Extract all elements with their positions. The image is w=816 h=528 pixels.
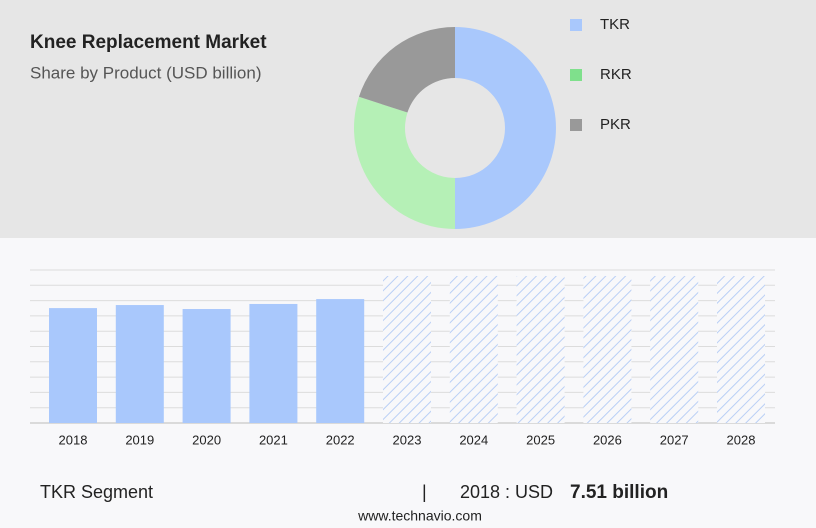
bar (49, 308, 97, 423)
legend-swatch (570, 69, 582, 81)
x-tick-label: 2019 (125, 432, 154, 447)
bar (182, 309, 231, 423)
x-tick-label: 2023 (393, 432, 422, 447)
donut-slice (455, 27, 556, 229)
forecast-placeholder (383, 276, 431, 423)
x-tick-label: 2018 (59, 432, 88, 447)
x-tick-label: 2026 (593, 432, 622, 447)
footer-amount: 7.51 billion (570, 482, 668, 503)
x-tick-label: 2020 (192, 432, 221, 447)
footer-segment: TKR Segment (40, 482, 153, 502)
bar (249, 303, 298, 423)
legend-label: RKR (600, 66, 632, 83)
forecast-placeholder (717, 276, 765, 423)
x-tick-label: 2021 (259, 432, 288, 447)
bar (115, 305, 164, 423)
donut-slice (358, 27, 455, 113)
forecast-placeholder (516, 276, 565, 423)
chart-title: Knee Replacement Market (30, 32, 267, 53)
forecast-placeholder (650, 276, 699, 423)
x-tick-label: 2022 (326, 432, 355, 447)
legend-swatch (570, 119, 582, 131)
footer-separator: | (422, 482, 427, 502)
x-tick-label: 2025 (526, 432, 555, 447)
bar (316, 299, 365, 423)
legend-label: TKR (600, 16, 630, 33)
legend-label: PKR (600, 116, 631, 133)
forecast-placeholder (583, 276, 632, 423)
x-tick-label: 2027 (660, 432, 689, 447)
chart-subtitle: Share by Product (USD billion) (30, 63, 261, 82)
footer-source: www.technavio.com (357, 508, 482, 524)
x-tick-label: 2028 (727, 432, 756, 447)
legend-swatch (570, 19, 582, 31)
x-tick-label: 2024 (459, 432, 488, 447)
footer-year: 2018 : USD (460, 482, 553, 502)
donut-slice (353, 96, 455, 230)
forecast-placeholder (449, 276, 498, 423)
